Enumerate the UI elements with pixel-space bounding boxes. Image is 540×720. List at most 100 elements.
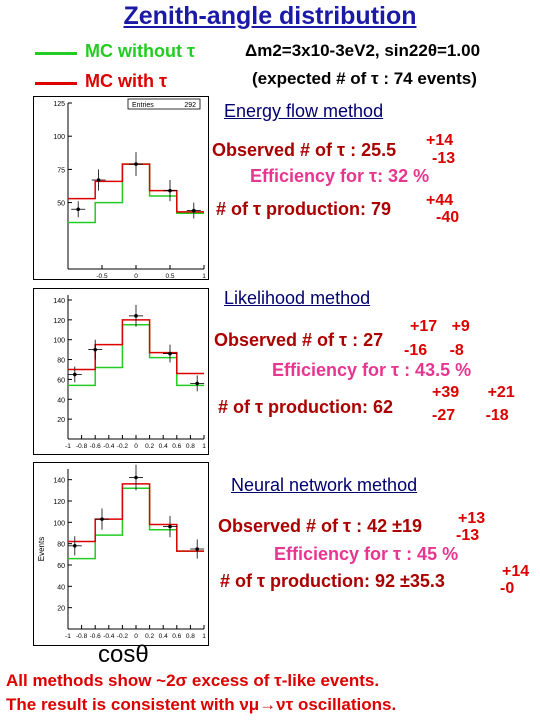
x-tick-label: -0.6 — [90, 633, 102, 640]
production-energy-flow: # of τ production: 79 — [216, 199, 392, 219]
y-tick-label: 140 — [53, 478, 65, 485]
production-minus-energy-flow: -40 — [436, 209, 460, 226]
histogram-mc-with-tau — [68, 483, 204, 552]
stats-value: 292 — [184, 102, 196, 109]
x-tick-label: 0.5 — [165, 273, 174, 279]
data-point — [76, 207, 80, 212]
y-tick-label: 40 — [57, 397, 65, 404]
observed-neural-network: Observed # of τ : 42 ±19 — [218, 516, 422, 536]
x-tick-label: 0.8 — [186, 633, 195, 640]
histogram-mc-without-tau — [68, 324, 204, 387]
legend-swatch-mc-with — [35, 82, 77, 85]
observed-plus-energy-flow: +14 — [426, 132, 454, 149]
data-point — [100, 517, 104, 521]
production-neural-network: # of τ production: 92 ±35.3 — [220, 571, 445, 591]
x-tick-label: -0.4 — [103, 443, 115, 450]
observed-plus-neural-network: +13 — [458, 510, 486, 527]
conclusion-line-2-text: The result is consistent with νμ→ντ osci… — [6, 695, 397, 714]
expected-events: (expected # of τ : 74 events) — [252, 69, 477, 88]
production-minus-neural-network: -0 — [500, 580, 515, 597]
production-plus-neural-network: +14 — [502, 563, 530, 580]
production-plus-energy-flow: +44 — [426, 192, 454, 209]
legend-swatch-mc-without — [35, 52, 77, 55]
page-title: Zenith-angle distribution — [123, 2, 417, 30]
x-tick-label: 0 — [134, 633, 138, 640]
y-tick-label: 20 — [57, 417, 65, 424]
data-point — [73, 372, 77, 377]
y-tick-label: 50 — [57, 201, 65, 208]
y-tick-label: 100 — [53, 134, 65, 141]
data-point — [93, 347, 97, 352]
x-tick-label: 0.6 — [172, 633, 181, 640]
histogram-panel-energy-flow: 50 75 100 125 -0.5 0 0.5 1 Entries 292 — [33, 96, 209, 280]
x-tick-label: 0.6 — [172, 443, 181, 450]
x-tick-label: -1 — [65, 633, 71, 640]
x-tick-label: -0.5 — [96, 273, 108, 279]
y-tick-label: 140 — [53, 298, 65, 305]
histogram-panel-likelihood: 20 40 60 80 100 120 140 -1 -0.8 -0.6 -0.4 -0.2 0 0.2 0… — [33, 288, 209, 455]
data-point — [192, 208, 196, 213]
x-tick-label: 0.4 — [159, 633, 168, 640]
x-tick-label: -1 — [65, 443, 71, 450]
efficiency-neural-network: Efficiency for τ : 45 % — [274, 544, 459, 564]
y-tick-label: 80 — [57, 358, 65, 365]
legend-label-mc-with: MC with τ — [85, 71, 168, 91]
conclusion-line-2: The result is consistent with νμ→ντ osci… — [6, 695, 396, 715]
histogram-mc-with-tau — [68, 319, 204, 375]
y-tick-label: 125 — [53, 101, 65, 108]
method-title-neural-network: Neural network method — [231, 475, 418, 495]
legend-label-mc-without: MC without τ — [85, 41, 196, 61]
data-point — [96, 178, 101, 182]
y-tick-label: 100 — [53, 520, 65, 527]
observed-minus-energy-flow: -13 — [432, 150, 456, 167]
x-tick-label: -0.4 — [103, 633, 115, 640]
y-tick-label: 60 — [57, 377, 65, 384]
x-tick-label: 0.2 — [145, 443, 154, 450]
x-tick-label: 0 — [134, 443, 138, 450]
y-tick-label: 100 — [53, 338, 65, 345]
production-likelihood: # of τ production: 62 — [218, 397, 394, 417]
data-point — [168, 524, 172, 529]
data-point — [134, 314, 138, 318]
y-tick-label: 40 — [57, 584, 65, 591]
data-point — [195, 547, 199, 551]
x-axis-title: cosθ — [98, 641, 149, 668]
x-tick-label: -0.8 — [76, 633, 88, 640]
x-tick-label: 0.4 — [159, 443, 168, 450]
x-tick-label: 0.8 — [186, 443, 195, 450]
y-tick-label: 75 — [57, 167, 65, 174]
data-point — [168, 188, 172, 193]
y-axis-title: Events — [37, 537, 46, 561]
y-tick-label: 60 — [57, 563, 65, 570]
histogram-likelihood: 20 40 60 80 100 120 140 -1 -0.8 -0.6 -0.4 -0.2 0 0.2 0… — [53, 295, 206, 450]
efficiency-energy-flow: Efficiency for τ: 32 % — [250, 166, 430, 186]
y-tick-label: 120 — [53, 318, 65, 325]
observed-plus-likelihood: +17 +9 — [410, 318, 470, 335]
conclusion-line-1: All methods show ~2σ excess of τ-like ev… — [6, 671, 380, 690]
efficiency-likelihood: Efficiency for τ : 43.5 % — [272, 360, 472, 380]
x-tick-label: -0.6 — [90, 443, 102, 450]
stats-label: Entries — [132, 102, 154, 109]
stats-box — [127, 98, 201, 110]
histogram-mc-without-tau — [68, 487, 204, 560]
method-title-energy-flow: Energy flow method — [224, 101, 384, 121]
data-point — [73, 544, 77, 548]
x-tick-label: -0.2 — [117, 443, 129, 450]
y-tick-label: 20 — [57, 606, 65, 613]
y-tick-label: 80 — [57, 542, 65, 549]
x-tick-label: 1 — [202, 443, 206, 450]
x-tick-label: 0.2 — [145, 633, 154, 640]
data-point — [195, 381, 199, 386]
histogram-energy-flow: 50 75 100 125 -0.5 0 0.5 1 Entries 292 — [53, 98, 206, 280]
histogram-panel-neural-network: 20 40 60 80 100 120 140 -1 -0.8 -0.6 -0.4 -0.2 0 0.2 0… — [33, 462, 209, 646]
data-point — [168, 351, 172, 356]
x-tick-label: -0.2 — [117, 633, 129, 640]
x-tick-label: 0 — [134, 273, 138, 279]
observed-likelihood: Observed # of τ : 27 — [214, 330, 384, 350]
production-minus-likelihood: -27 -18 — [432, 407, 509, 424]
x-tick-label: 1 — [202, 633, 206, 640]
y-tick-label: 120 — [53, 499, 65, 506]
x-tick-label: 1 — [202, 273, 206, 279]
observed-energy-flow: Observed # of τ : 25.5 — [212, 140, 397, 160]
method-title-likelihood: Likelihood method — [224, 288, 371, 308]
